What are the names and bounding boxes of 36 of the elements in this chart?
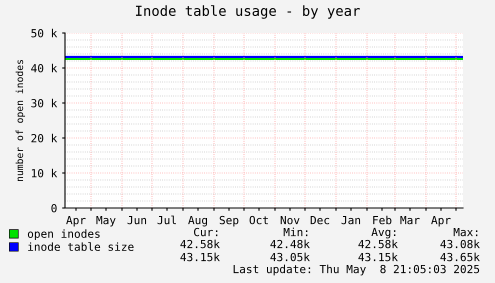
x-tick-label: Jan — [342, 216, 360, 224]
text: 42.58k — [358, 240, 398, 248]
y-tick-label: 0 — [51, 204, 57, 212]
x-tick-label: May — [96, 216, 116, 226]
text: Last update: Thu May 8 21:05:03 2025 — [234, 264, 480, 276]
x-tick-label: Sep — [220, 216, 238, 226]
y-tick-label: 20 k — [31, 134, 58, 142]
text: 42.58k — [180, 240, 220, 248]
legend-label: open inodes — [28, 229, 100, 240]
y-tick-label: 30 k — [31, 98, 58, 108]
text: Max: — [454, 228, 478, 236]
text: Cur: — [194, 228, 218, 236]
text: 43.15k — [180, 252, 220, 262]
x-tick-label: Jun — [128, 216, 146, 224]
text: 43.05k — [270, 252, 310, 262]
x-tick-label: Feb — [373, 216, 392, 224]
text: Avg: — [371, 228, 396, 238]
x-tick-label: Nov — [280, 216, 300, 224]
x-tick-label: Dec — [310, 216, 330, 224]
x-tick-label: Aug — [188, 216, 207, 226]
x-tick-label: Oct — [250, 216, 268, 224]
text: 42.48k — [270, 240, 310, 248]
text: 43.08k — [440, 240, 480, 248]
y-tick-label: 50 k — [31, 28, 58, 38]
x-tick-label: Jul — [158, 216, 176, 224]
y-axis-title: number of open inodes — [16, 60, 26, 182]
text: 43.65k — [440, 252, 480, 262]
x-tick-label: Mar — [400, 216, 420, 224]
x-tick-label: Apr — [431, 216, 451, 226]
legend-label: inode table size — [28, 242, 134, 251]
x-tick-label: Apr — [66, 216, 86, 226]
y-tick-label: 10 k — [32, 168, 58, 178]
text: Min: — [284, 228, 308, 236]
y-tick-label: 40 k — [31, 64, 58, 72]
chart-title: Inode table usage - by year — [136, 5, 360, 19]
text: 43.15k — [358, 252, 398, 262]
